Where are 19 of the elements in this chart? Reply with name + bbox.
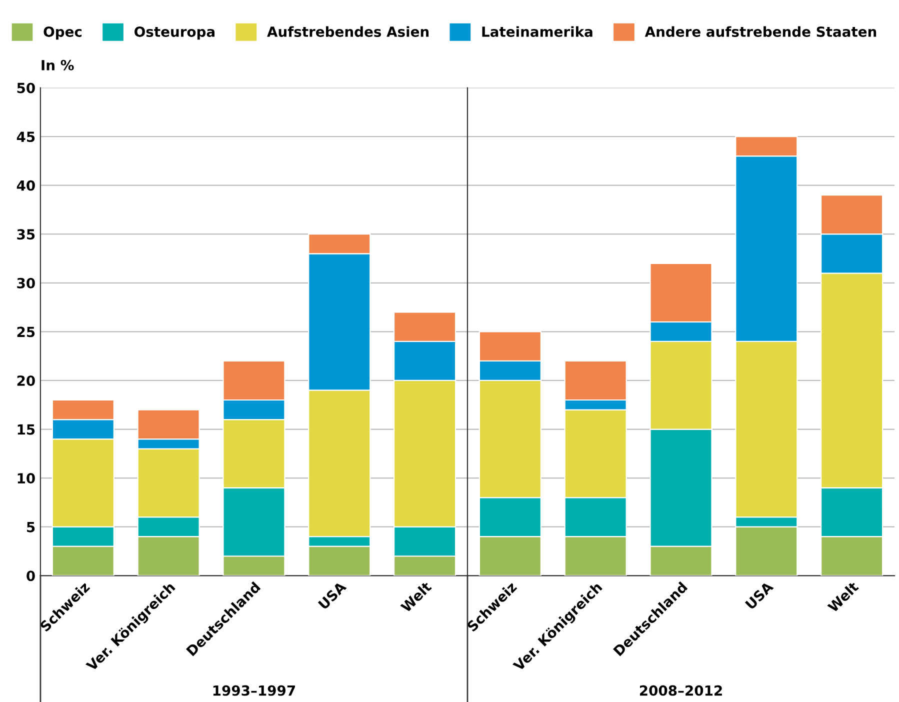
y-tick-label: 40: [16, 180, 35, 191]
legend-label: Andere aufstrebende Staaten: [644, 26, 876, 37]
y-tick-label: 50: [17, 82, 35, 94]
legend-label: Opec: [44, 26, 82, 40]
y-tick-label: 35: [17, 229, 35, 240]
y-tick-label: 45: [16, 132, 35, 142]
x-axis-title: 1993–1997: [213, 685, 295, 696]
x-axis-title: 2008–2012: [640, 685, 722, 696]
y-tick-label: 0: [26, 570, 35, 582]
y-tick-label: 30: [17, 278, 35, 288]
y-tick-label: 20: [17, 375, 35, 386]
legend-label: Aufstrebendes Asien: [267, 26, 429, 37]
y-axis-title: In %: [42, 60, 74, 70]
y-tick-label: 5: [27, 522, 35, 532]
legend-label: Osteuropa: [134, 26, 214, 40]
y-tick-label: 10: [18, 473, 35, 484]
y-tick-label: 25: [17, 326, 35, 338]
y-tick-label: 15: [18, 424, 35, 435]
legend-label: Lateinamerika: [482, 26, 592, 37]
